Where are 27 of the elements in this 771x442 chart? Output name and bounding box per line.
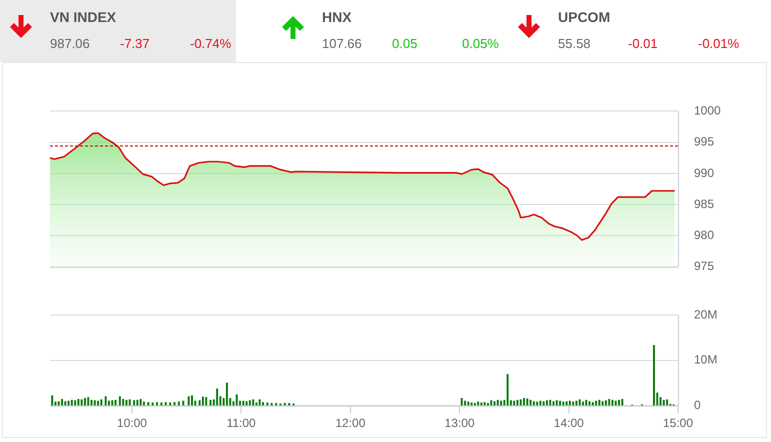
text: UPCOM: [558, 9, 610, 25]
x-tick-label: 11:00: [226, 416, 256, 430]
y-tick-label: 1000: [694, 104, 722, 118]
text: -0.01%: [698, 36, 740, 51]
text: -0.01: [628, 36, 658, 51]
x-tick-label: 15:00: [662, 416, 694, 430]
y-tick-label: 20M: [694, 308, 718, 322]
y-tick-label: 10M: [694, 352, 718, 367]
text: VN INDEX: [50, 9, 116, 25]
text: HNX: [322, 9, 352, 25]
y-tick-label: 975: [694, 259, 714, 274]
x-tick-label: 12:00: [335, 416, 366, 430]
y-tick-label: 0: [694, 398, 701, 412]
x-tick-label: 10:00: [116, 416, 148, 430]
text: 55.58: [558, 36, 591, 51]
text: 107.66: [322, 36, 362, 51]
text: 0.05: [392, 36, 418, 51]
y-tick-label: 980: [694, 228, 714, 242]
y-tick-label: 990: [694, 166, 714, 180]
text: 987.06: [50, 36, 90, 51]
y-tick-label: 985: [694, 196, 714, 211]
text: -7.37: [120, 36, 150, 51]
y-tick-label: 995: [694, 134, 714, 149]
text: -0.74%: [190, 36, 232, 51]
x-tick-label: 14:00: [554, 416, 584, 430]
text: 0.05%: [462, 36, 499, 51]
x-tick-label: 13:00: [444, 416, 475, 430]
